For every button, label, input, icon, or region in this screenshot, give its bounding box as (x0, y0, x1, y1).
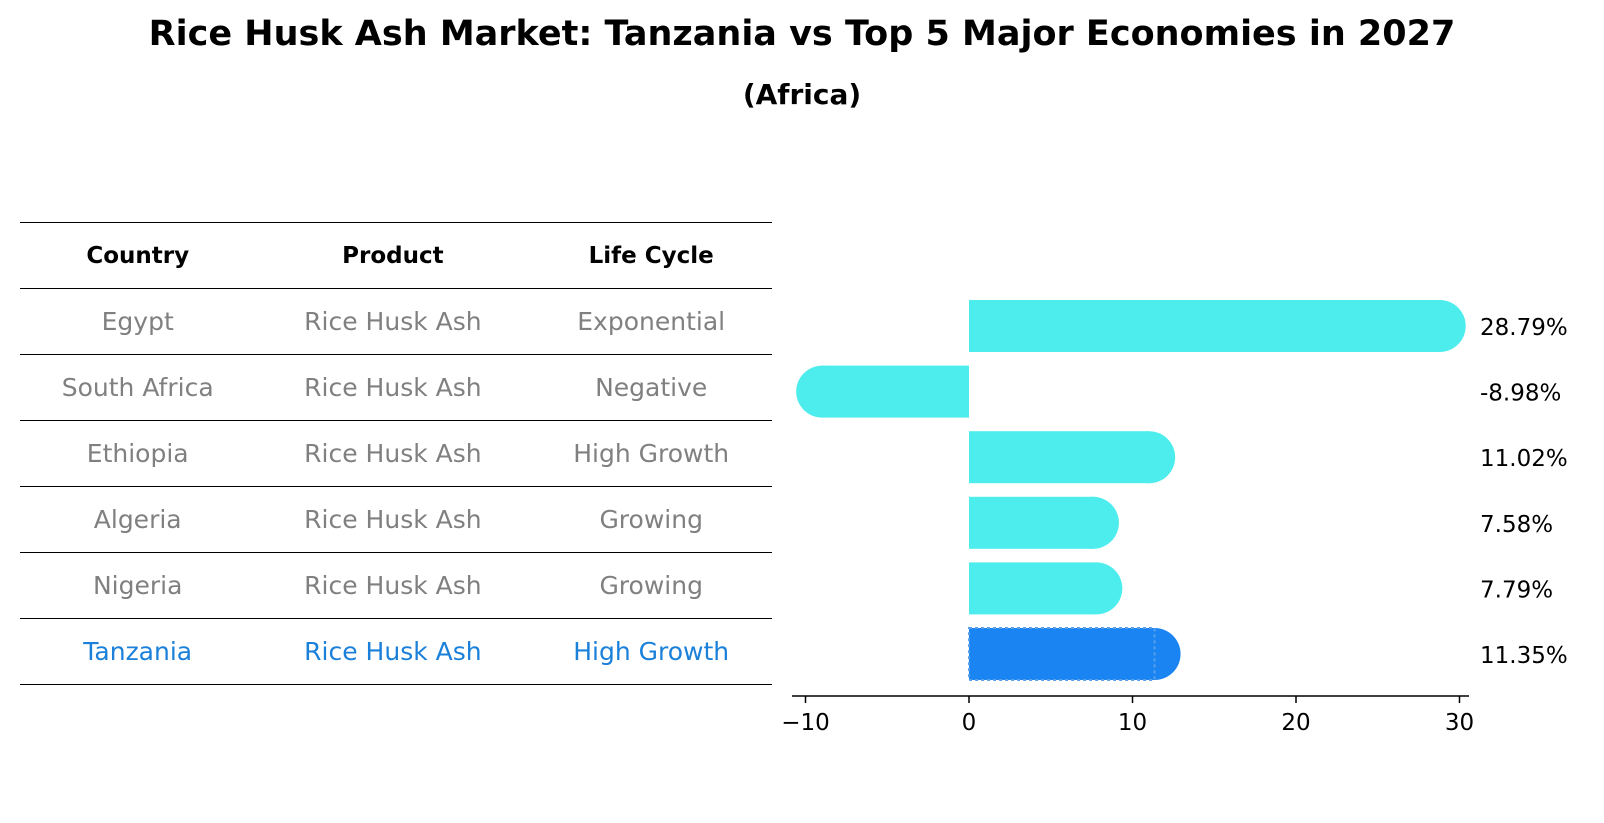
x-tick-label: 10 (1118, 710, 1147, 736)
table-row: Egypt Rice Husk Ash Exponential (20, 288, 772, 355)
cell-country: South Africa (20, 354, 256, 421)
table-row: Nigeria Rice Husk Ash Growing (20, 552, 772, 619)
bar-cap-egypt (1413, 300, 1466, 352)
header-product: Product (255, 222, 531, 289)
chart-subtitle: (Africa) (742, 78, 862, 111)
table-row: Ethiopia Rice Husk Ash High Growth (20, 420, 772, 487)
cell-country: Ethiopia (20, 420, 256, 487)
cell-product: Rice Husk Ash (255, 552, 531, 619)
cell-country: Egypt (20, 288, 256, 355)
value-label-nigeria: 7.79% (1480, 577, 1553, 603)
cell-product: Rice Husk Ash (255, 486, 531, 553)
bar-cap-ethiopia (1123, 431, 1176, 484)
table-row-highlight: Tanzania Rice Husk Ash High Growth (20, 618, 772, 685)
life-cycle-table: Country Product Life Cycle Egypt Rice Hu… (20, 222, 772, 685)
bar-cap-algeria (1066, 496, 1119, 549)
bar-ethiopia (969, 431, 1150, 484)
bar-outline-tanzania (968, 627, 1156, 681)
table-row: Algeria Rice Husk Ash Growing (20, 486, 772, 553)
x-tick-label: −10 (781, 710, 830, 736)
table-header-row: Country Product Life Cycle (20, 222, 772, 289)
cell-life-cycle: Growing (530, 552, 772, 619)
value-label-ethiopia: 11.02% (1480, 446, 1568, 472)
value-label-algeria: 7.58% (1480, 512, 1553, 538)
cell-life-cycle: Exponential (530, 288, 772, 355)
bar-egypt (969, 300, 1440, 352)
cell-life-cycle: High Growth (530, 618, 772, 685)
value-label-egypt: 28.79% (1480, 315, 1568, 341)
header-life-cycle: Life Cycle (530, 222, 772, 289)
x-tick-label: 0 (962, 710, 977, 736)
cell-country: Tanzania (20, 618, 256, 685)
cell-country: Algeria (20, 486, 256, 553)
chart-title: Rice Husk Ash Market: Tanzania vs Top 5 … (148, 14, 1456, 54)
cell-product: Rice Husk Ash (255, 420, 531, 487)
bar-tanzania (969, 628, 1155, 680)
x-tick-label: 20 (1281, 710, 1310, 736)
value-label-tanzania: 11.35% (1480, 643, 1568, 669)
value-label-south-africa: -8.98% (1480, 381, 1561, 407)
cell-life-cycle: Growing (530, 486, 772, 553)
table-row: South Africa Rice Husk Ash Negative (20, 354, 772, 421)
bar-cap-nigeria (1070, 562, 1123, 615)
cell-product: Rice Husk Ash (255, 354, 531, 421)
cell-life-cycle: Negative (530, 354, 772, 421)
cell-life-cycle: High Growth (530, 420, 772, 487)
header-country: Country (20, 222, 256, 289)
bar-cap-south-africa (796, 365, 849, 418)
cell-country: Nigeria (20, 552, 256, 619)
x-tick-label: 30 (1445, 710, 1474, 736)
cell-product: Rice Husk Ash (255, 618, 531, 685)
cell-product: Rice Husk Ash (255, 288, 531, 355)
